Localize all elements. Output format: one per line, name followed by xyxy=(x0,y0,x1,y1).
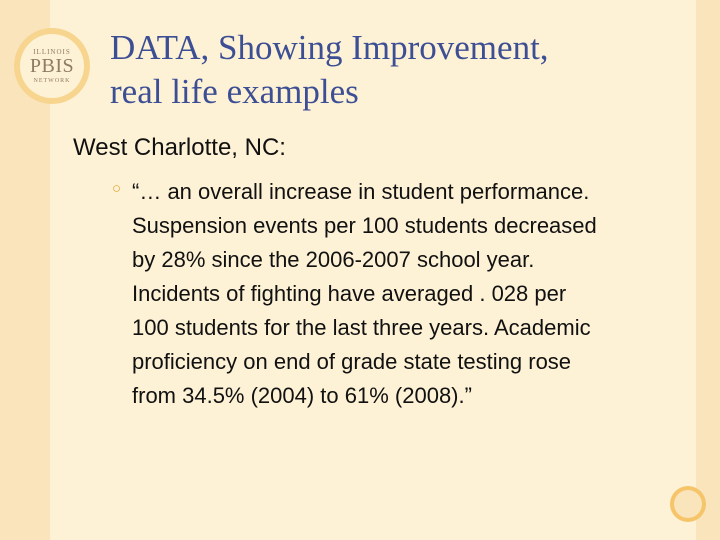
slide-title-line: real life examples xyxy=(110,72,359,111)
slide-title: DATA, Showing Improvement, real life exa… xyxy=(110,26,690,114)
slide-subheading: West Charlotte, NC: xyxy=(73,134,286,161)
bullet-text-line: proficiency on end of grade state testin… xyxy=(132,349,572,374)
bullet-text-line: “… an overall increase in student perfor… xyxy=(132,179,590,204)
right-decorative-band xyxy=(696,0,720,540)
slide-title-line: DATA, Showing Improvement, xyxy=(110,28,549,67)
illinois-pbis-network-logo: ILLINOIS PBIS NETWORK xyxy=(14,28,90,104)
logo-top-text: ILLINOIS xyxy=(33,47,71,56)
bullet-text-line: Incidents of fighting have averaged . 02… xyxy=(132,281,567,306)
bullet-text-line: by 28% since the 2006-2007 school year. xyxy=(132,247,535,272)
logo-main-text: PBIS xyxy=(29,54,75,77)
logo-badge: ILLINOIS PBIS NETWORK xyxy=(20,34,84,98)
bullet-quote-text: “… an overall increase in student perfor… xyxy=(132,175,682,413)
bullet-circle-icon: ○ xyxy=(112,180,122,197)
bullet-text-line: Suspension events per 100 students decre… xyxy=(132,213,597,238)
bullet-text-line: 100 students for the last three years. A… xyxy=(132,315,591,340)
bullet-item: ○ “… an overall increase in student perf… xyxy=(112,175,682,413)
corner-circle-inner xyxy=(674,490,702,518)
bullet-text-line: from 34.5% (2004) to 61% (2008).” xyxy=(132,383,472,408)
corner-decorative-circle xyxy=(670,486,706,522)
logo-bottom-text: NETWORK xyxy=(33,77,71,84)
